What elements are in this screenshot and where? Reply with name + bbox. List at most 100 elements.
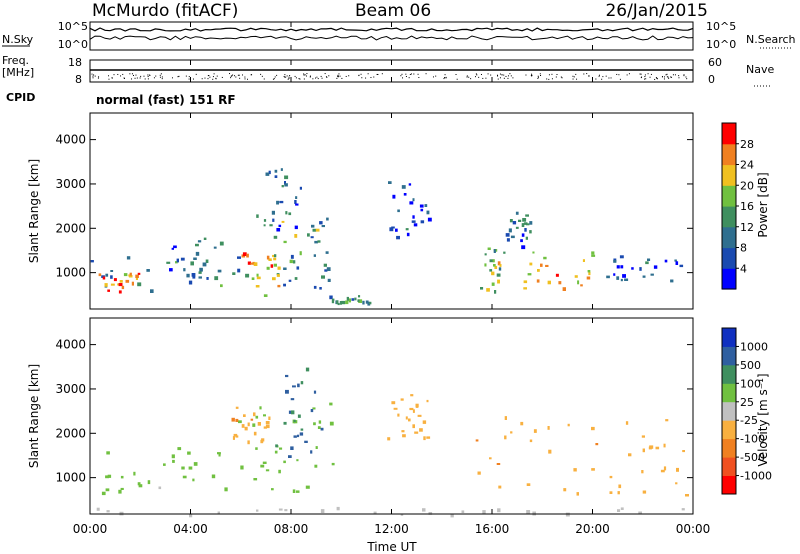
heatmap-cell (609, 475, 613, 479)
nave-point (531, 73, 533, 75)
nave-point (476, 74, 478, 76)
heatmap-cell (195, 243, 199, 247)
heatmap-cell (401, 185, 406, 189)
heatmap-cell (292, 385, 296, 388)
colorbar-tick-label: 25 (740, 396, 754, 409)
nave-point (131, 73, 133, 75)
heatmap-cell (547, 426, 550, 430)
heatmap-cell (211, 474, 216, 479)
heatmap-cell (567, 423, 570, 427)
heatmap-cell (279, 200, 284, 204)
nave-point (376, 73, 378, 75)
heatmap-cell (358, 295, 361, 298)
heatmap-cell (131, 281, 134, 286)
heatmap-cell (278, 508, 283, 511)
nave-point (640, 73, 642, 75)
heatmap-cell (420, 220, 425, 224)
heatmap-cell (280, 168, 283, 171)
nave-point (405, 75, 407, 77)
colorbar-segment (722, 123, 736, 145)
nave-point (303, 73, 305, 75)
nave-point (551, 73, 553, 75)
heatmap-cell (213, 246, 217, 249)
heatmap-cell (240, 465, 244, 470)
heatmap-cell (331, 462, 335, 466)
heatmap-cell (137, 282, 142, 287)
heatmap-cell (304, 440, 308, 443)
heatmap-cell (414, 431, 419, 434)
heatmap-cell (305, 485, 310, 489)
heatmap-cell (411, 220, 416, 223)
y-tick-label: 4000 (55, 133, 86, 147)
nave-point (400, 75, 402, 77)
heatmap-cell (128, 275, 133, 278)
y-tick-label: 2000 (55, 426, 86, 440)
nave-point (263, 78, 265, 80)
nave-point (401, 73, 403, 75)
nave-point (232, 74, 234, 76)
heatmap-cell (313, 390, 317, 394)
nave-point (144, 78, 146, 80)
power-y-axis: 4000 3000 2000 1000 (55, 133, 693, 280)
heatmap-cell (283, 421, 287, 425)
nave-point (497, 78, 499, 80)
heatmap-cell (255, 415, 259, 419)
nave-point (443, 78, 445, 80)
nave-point (639, 73, 641, 75)
nave-point (410, 73, 412, 75)
heatmap-cell (250, 262, 254, 265)
nave-point (177, 76, 179, 78)
colorbar-tick-label: 24 (740, 159, 754, 172)
heatmap-cell (395, 228, 398, 232)
heatmap-cell (357, 299, 360, 302)
heatmap-cell (326, 217, 329, 221)
heatmap-cell (120, 475, 124, 479)
colorbar-tick-label: 16 (740, 200, 754, 213)
heatmap-cell (522, 218, 527, 222)
heatmap-cell (312, 228, 317, 232)
nave-point (195, 73, 197, 75)
heatmap-cell (198, 276, 202, 279)
heatmap-cell (367, 301, 371, 306)
nave-point (678, 75, 680, 77)
heatmap-cell (294, 234, 298, 238)
nave-point (649, 76, 651, 78)
heatmap-cell (520, 421, 524, 426)
nsky-label: N.Sky (2, 33, 34, 46)
heatmap-cell (477, 471, 481, 475)
heatmap-cell (276, 228, 281, 232)
heatmap-cell (284, 181, 286, 185)
heatmap-cell (313, 285, 317, 289)
power-colorbar: 28 24 20 16 12 8 4 (721, 122, 754, 290)
heatmap-cell (231, 417, 235, 422)
heatmap-cell (278, 224, 282, 228)
nave-point (284, 74, 286, 76)
nave-point (505, 75, 507, 77)
heatmap-cell (265, 421, 270, 425)
nave-point (97, 77, 99, 79)
heatmap-cell (682, 450, 685, 453)
y-tick-label: 1000 (55, 471, 86, 485)
heatmap-cell (521, 245, 526, 250)
heatmap-cell (313, 254, 316, 257)
heatmap-cell (247, 261, 251, 265)
nave-point (478, 76, 480, 78)
nave-point (586, 73, 588, 75)
heatmap-cell (118, 290, 122, 294)
nave-point (155, 75, 157, 77)
heatmap-cell (190, 261, 194, 266)
y-tick-label: 2000 (55, 221, 86, 235)
colorbar-tick-label: 1000 (740, 340, 768, 353)
heatmap-cell (503, 251, 506, 254)
nave-label: Nave (746, 63, 774, 76)
x-tick-label: 16:00 (475, 522, 510, 536)
heatmap-cell (283, 267, 287, 270)
y-tick-label: 1000 (55, 266, 86, 280)
nave-point (294, 75, 296, 77)
nave-point (548, 74, 550, 76)
nave-point (546, 78, 548, 80)
heatmap-cell (641, 435, 645, 438)
heatmap-cell (300, 381, 304, 385)
velocity-y-axis-label: Slant Range [km] (27, 364, 41, 468)
nave-point (289, 75, 291, 77)
